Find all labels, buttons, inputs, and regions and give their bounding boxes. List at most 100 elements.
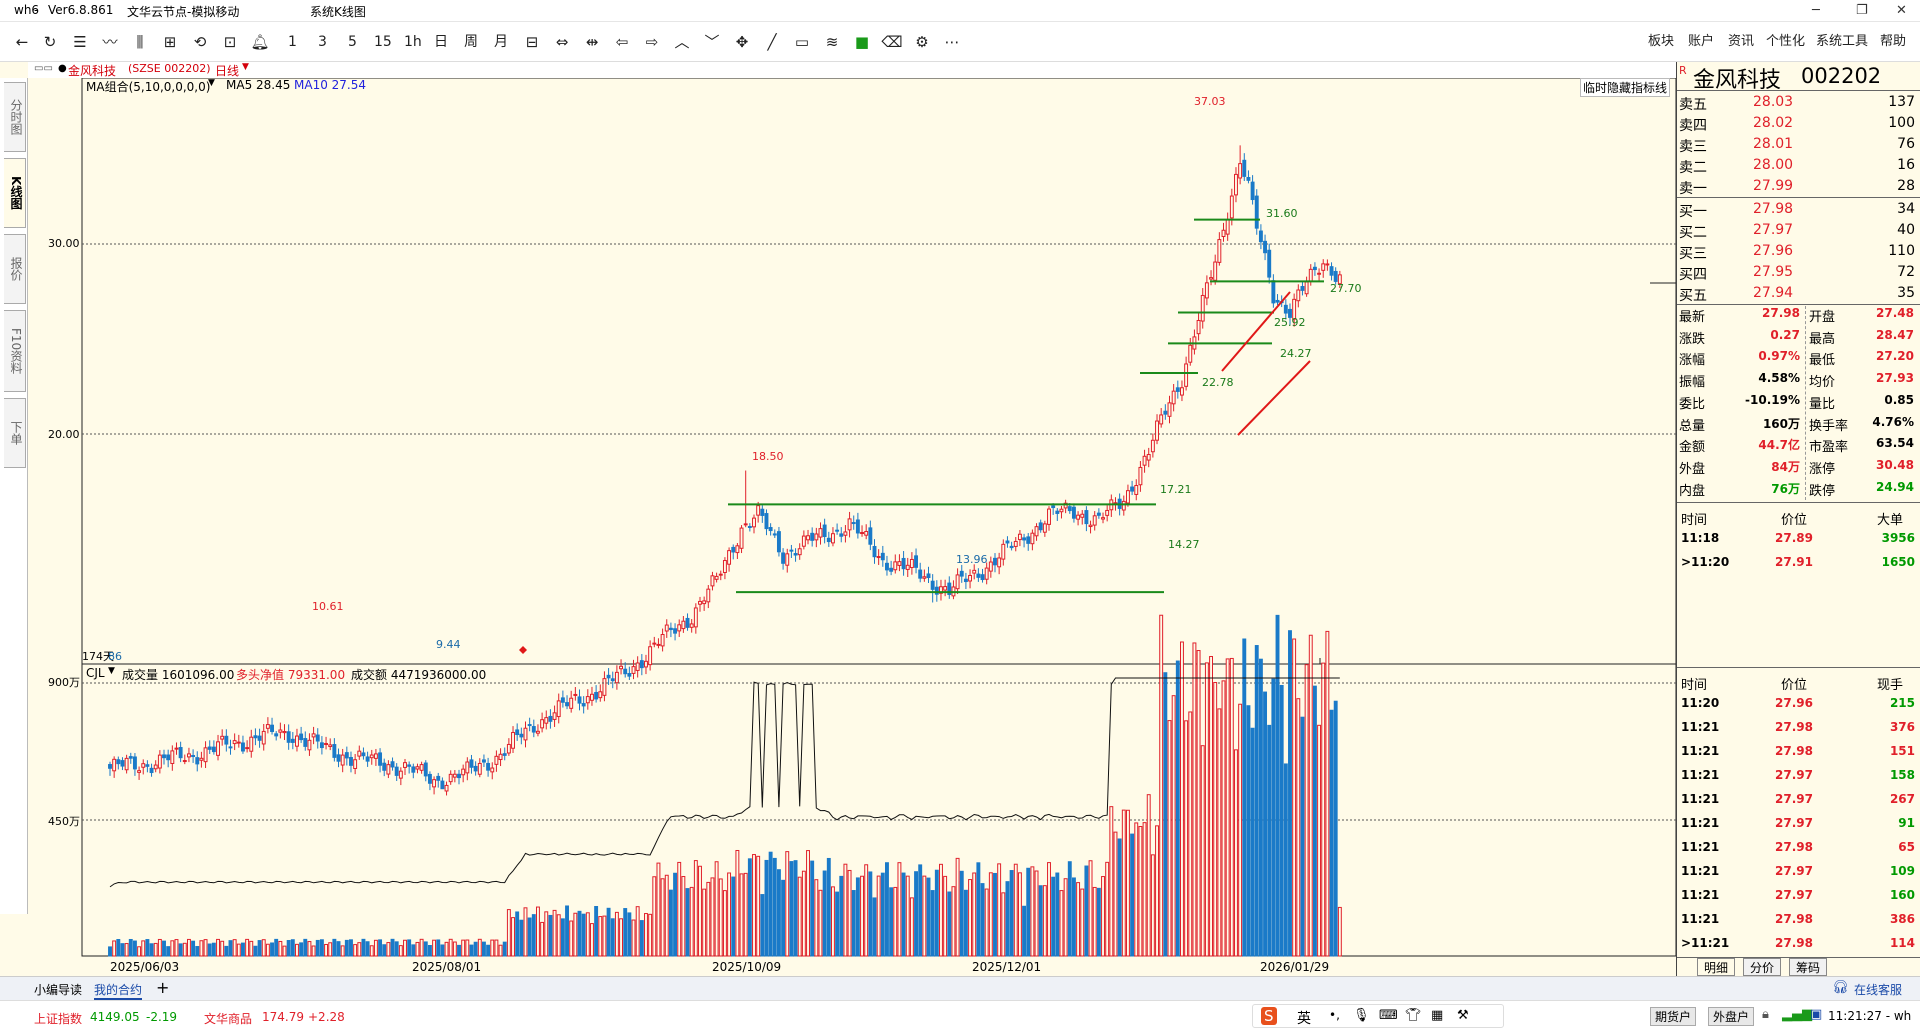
tab-detail[interactable]: 明细 — [1697, 958, 1736, 976]
quote-list-icon[interactable]: ☰ — [73, 33, 87, 51]
index1-name[interactable]: 上证指数 — [34, 1012, 83, 1026]
bid-level-row[interactable]: 买一 27.98 34 — [1677, 199, 1920, 220]
zoom-in-icon[interactable]: ⇔ — [555, 33, 569, 51]
period-month[interactable]: 月 — [494, 34, 508, 50]
candle — [1005, 540, 1010, 544]
ask-level-row[interactable]: 卖三 28.01 76 — [1677, 134, 1920, 155]
zoom-out-icon[interactable]: ⇹ — [585, 33, 599, 51]
tab-editor-guide[interactable]: 小编导读 — [34, 983, 83, 997]
restore-icon[interactable]: ❐ — [1856, 3, 1868, 18]
period-1h[interactable]: 1h — [404, 34, 422, 50]
volume-bar — [714, 861, 719, 957]
candle — [698, 600, 702, 605]
futures-account-button[interactable]: 期货户 — [1650, 1007, 1697, 1026]
tab-price-dist[interactable]: 分价 — [1743, 958, 1782, 976]
symbol-name[interactable]: 金风科技 — [68, 64, 117, 78]
stat-label: 均价 — [1809, 375, 1836, 391]
layout-icon[interactable]: ⊞ — [163, 33, 177, 51]
ask-level-row[interactable]: 卖二 28.00 16 — [1677, 155, 1920, 176]
period-selector[interactable]: 日线 — [215, 64, 240, 78]
pattern-icon[interactable]: ≋ — [825, 33, 839, 51]
online-service-link[interactable]: 在线客服 — [1854, 983, 1903, 997]
up-chevron-icon[interactable]: ︿ — [674, 33, 690, 51]
tab-f10[interactable]: F10资料 — [4, 310, 26, 392]
ask-level-row[interactable]: 卖一 27.99 28 — [1677, 176, 1920, 197]
toolbox-icon[interactable]: ⚒ — [1457, 1008, 1469, 1023]
keyboard-icon[interactable]: ⌨ — [1379, 1008, 1398, 1023]
more-icon[interactable]: ⋯ — [944, 33, 960, 51]
headset-icon[interactable]: 🎧︎ — [1832, 980, 1849, 995]
rectangle-icon[interactable]: ▭ — [794, 33, 810, 51]
menu-system-tools[interactable]: 系统工具 — [1816, 34, 1869, 49]
settings-gear-icon[interactable]: ⚙ — [915, 33, 929, 51]
chart-area[interactable] — [28, 78, 1676, 976]
close-icon[interactable]: ✕ — [1896, 3, 1907, 18]
tab-chips[interactable]: 筹码 — [1789, 958, 1828, 976]
bid-level-row[interactable]: 买二 27.97 40 — [1677, 220, 1920, 241]
tab-quote[interactable]: 报价 — [4, 234, 26, 304]
custom-period-icon[interactable]: ⊟ — [525, 33, 539, 51]
scroll-right-icon[interactable]: ⇨ — [645, 33, 659, 51]
tab-kline[interactable]: K线图 — [4, 158, 26, 228]
color-block-icon[interactable]: ■ — [854, 33, 870, 51]
candle — [1167, 402, 1172, 417]
cjl-indicator-name[interactable]: CJL — [86, 666, 105, 680]
menu-personalize[interactable]: 个性化 — [1766, 34, 1806, 49]
period-week[interactable]: 周 — [464, 34, 478, 50]
menu-sector[interactable]: 板块 — [1648, 34, 1675, 49]
chevron-down-icon[interactable]: ▼ — [242, 62, 249, 72]
bid-level-row[interactable]: 买三 27.96 110 — [1677, 241, 1920, 262]
network-icon[interactable]: ▣ — [1810, 1007, 1823, 1022]
period-15m[interactable]: 15 — [374, 34, 392, 50]
chevron-down-icon[interactable]: ▼ — [108, 666, 115, 676]
overseas-account-button[interactable]: 外盘户 — [1708, 1007, 1755, 1026]
ime-lang[interactable]: 英 — [1297, 1011, 1311, 1027]
candle — [585, 696, 590, 704]
period-1m[interactable]: 1 — [288, 34, 297, 50]
minimize-icon[interactable]: ─ — [1812, 3, 1820, 18]
ask-level-row[interactable]: 卖五 28.03 137 — [1677, 92, 1920, 113]
down-chevron-icon[interactable]: ﹀ — [704, 33, 720, 51]
volume-bar — [224, 945, 229, 957]
index2-name[interactable]: 文华商品 — [204, 1012, 253, 1026]
bid-level-row[interactable]: 买五 27.94 35 — [1677, 283, 1920, 304]
punct-icon[interactable]: •, — [1329, 1008, 1340, 1022]
tab-intraday[interactable]: 分时图 — [4, 82, 26, 152]
refresh-icon[interactable]: ↻ — [43, 33, 57, 51]
tab-order[interactable]: 下单 — [4, 398, 26, 468]
ask-level-row[interactable]: 卖四 28.02 100 — [1677, 113, 1920, 134]
scroll-left-icon[interactable]: ⇦ — [615, 33, 629, 51]
volume-bar — [311, 945, 316, 957]
hide-indicator-button[interactable]: 临时隐藏指标线 — [1580, 78, 1671, 97]
ime-logo-icon[interactable]: S — [1261, 1007, 1277, 1025]
view-toggle-icon[interactable]: ▭▭ — [34, 63, 53, 74]
ma-indicator-name[interactable]: MA组合(5,10,0,0,0,0) — [86, 80, 211, 94]
add-tab-button[interactable]: + — [156, 978, 170, 997]
menu-help[interactable]: 帮助 — [1880, 34, 1907, 49]
kline-icon[interactable]: ⫼ — [136, 33, 144, 51]
period-5m[interactable]: 5 — [348, 34, 357, 50]
volume-bar — [959, 870, 964, 957]
tab-my-contracts[interactable]: 我的合约 — [94, 981, 143, 1000]
line-chart-icon[interactable]: 〰 — [102, 33, 118, 51]
draw-line-icon[interactable]: ╱ — [767, 33, 777, 51]
period-3m[interactable]: 3 — [318, 34, 327, 50]
volume-bar — [673, 872, 678, 957]
chevron-down-icon[interactable]: ▼ — [208, 78, 215, 88]
menu-news[interactable]: 资讯 — [1728, 34, 1755, 49]
sync-icon[interactable]: ⟲ — [193, 33, 207, 51]
back-arrow-icon[interactable]: ← — [15, 33, 29, 51]
candle — [1234, 173, 1238, 196]
period-day[interactable]: 日 — [434, 34, 448, 50]
crosshair-icon[interactable]: ✥ — [735, 33, 749, 51]
menu-account[interactable]: 账户 — [1688, 34, 1715, 49]
eraser-icon[interactable]: ⌫ — [881, 33, 903, 51]
candle — [444, 784, 449, 792]
mic-icon[interactable]: 🎙︎ — [1353, 1008, 1370, 1023]
multi-icon[interactable]: ⊡ — [223, 33, 237, 51]
alert-bell-icon[interactable]: 🔔︎ — [250, 33, 270, 51]
skin-icon[interactable]: 👕︎ — [1405, 1008, 1422, 1023]
grid-icon[interactable]: ▦ — [1431, 1008, 1444, 1023]
lock-icon[interactable]: 🔒︎ — [1762, 1007, 1769, 1022]
bid-level-row[interactable]: 买四 27.95 72 — [1677, 262, 1920, 283]
